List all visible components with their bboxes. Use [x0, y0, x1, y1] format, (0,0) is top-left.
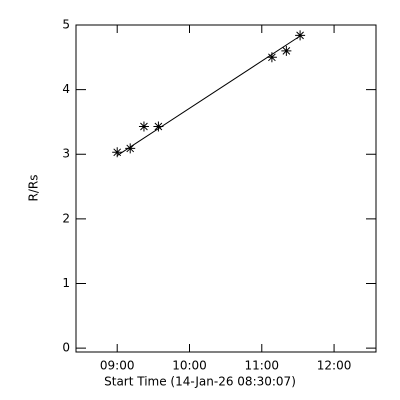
fit-line	[116, 35, 301, 156]
data-point	[281, 45, 292, 56]
data-point	[295, 30, 306, 41]
x-axis-label: Start Time (14-Jan-26 08:30:07)	[104, 375, 296, 389]
data-point	[112, 147, 123, 158]
data-point	[266, 52, 277, 63]
y-tick-label: 0	[62, 341, 70, 355]
x-tick-label: 11:00	[244, 359, 279, 373]
data-point	[153, 121, 164, 132]
y-axis-label: R/Rs	[27, 175, 41, 202]
y-tick-label: 4	[62, 82, 70, 96]
y-tick-label: 1	[62, 276, 70, 290]
x-tick-label: 12:00	[317, 359, 352, 373]
data-point	[125, 143, 136, 154]
x-tick-label: 10:00	[172, 359, 207, 373]
y-tick-label: 3	[62, 147, 70, 161]
x-tick-label: 09:00	[100, 359, 135, 373]
y-tick-label: 2	[62, 211, 70, 225]
y-tick-label: 5	[62, 18, 70, 32]
data-point	[138, 121, 149, 132]
plot-frame	[75, 24, 377, 353]
